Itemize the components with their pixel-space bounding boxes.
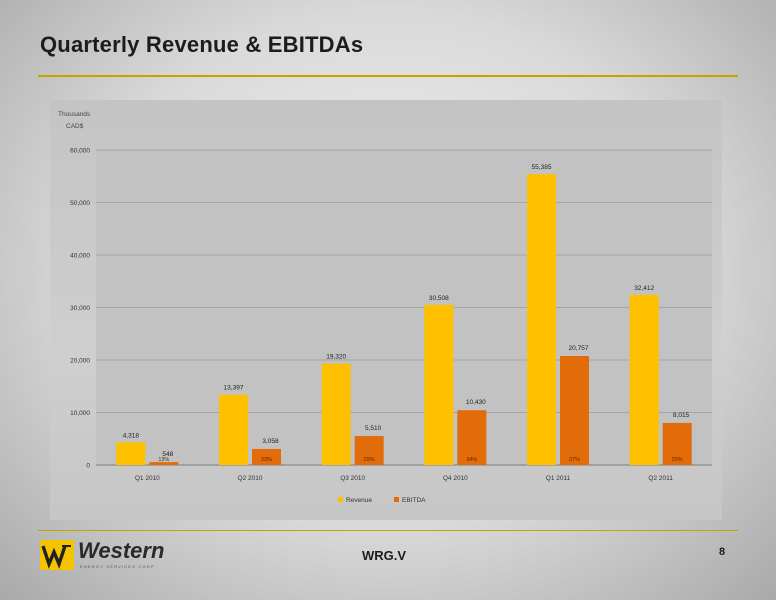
revenue-ebitda-chart: 0 10,000 20,000 30,000 40,000 50,000 60,000 4,3… [58, 111, 712, 504]
revenue-value-label: 19,320 [326, 354, 346, 361]
ebitda-bar [457, 410, 487, 465]
ebitda-value-label: 20,757 [569, 345, 589, 352]
logo-tagline: ENERGY SERVICES CORP [80, 564, 155, 569]
ebitda-value-label: 10,430 [466, 399, 486, 406]
y-tick-label: 30,000 [70, 305, 90, 312]
ebitda-margin-label: 34% [466, 457, 477, 463]
ebitda-value-label: 8,015 [673, 412, 690, 419]
ebitda-value-label: 5,510 [365, 425, 382, 432]
revenue-bar [527, 174, 556, 465]
y-tick-label: 60,000 [70, 148, 90, 155]
logo-wordmark: Western [78, 538, 165, 563]
ebitda-value-label: 3,058 [262, 438, 279, 445]
ebitda-margin-label: 13% [158, 457, 169, 463]
slide-title: Quarterly Revenue & EBITDAs [40, 32, 364, 57]
ebitda-bar [149, 462, 179, 465]
revenue-value-label: 4,318 [123, 432, 140, 439]
revenue-bar [116, 442, 146, 465]
y-axis-label-units: Thousands [58, 111, 91, 118]
legend-swatch [338, 497, 343, 502]
x-tick-label: Q1 2011 [546, 475, 571, 482]
revenue-bar [629, 294, 659, 465]
ebitda-value-label: 548 [162, 451, 173, 458]
y-tick-label: 20,000 [70, 358, 90, 365]
page-number: 8 [719, 546, 726, 558]
revenue-value-label: 13,397 [224, 385, 244, 392]
footer-divider [38, 530, 738, 531]
ebitda-margin-label: 29% [364, 457, 375, 463]
y-tick-label: 40,000 [70, 253, 90, 260]
legend-label: Revenue [346, 497, 372, 504]
company-logo: Western ENERGY SERVICES CORP [40, 538, 190, 572]
x-tick-label: Q1 2010 [135, 475, 160, 482]
revenue-value-label: 32,412 [634, 285, 654, 292]
x-tick-label: Q4 2010 [443, 475, 468, 482]
ebitda-bar [354, 436, 384, 465]
ebitda-bar [662, 422, 692, 465]
y-tick-label: 50,000 [70, 200, 90, 207]
y-tick-label: 0 [86, 463, 90, 470]
x-tick-label: Q2 2010 [238, 475, 263, 482]
revenue-bar [321, 363, 351, 465]
ebitda-margin-label: 25% [672, 457, 683, 463]
ebitda-bar [252, 448, 281, 465]
y-tick-label: 10,000 [70, 410, 90, 417]
revenue-value-label: 55,385 [532, 164, 552, 171]
title-divider [38, 75, 738, 77]
revenue-bar [219, 394, 248, 465]
legend-swatch [394, 497, 399, 502]
ebitda-margin-label: 37% [569, 457, 580, 463]
ebitda-margin-label: 23% [261, 457, 272, 463]
y-axis-label-currency: CAD$ [66, 123, 84, 130]
revenue-value-label: 30,508 [429, 295, 449, 302]
logo-mark-icon [40, 540, 74, 570]
revenue-bar [424, 304, 454, 465]
x-tick-label: Q3 2010 [340, 475, 365, 482]
ebitda-bar [560, 356, 589, 465]
x-tick-label: Q2 2011 [648, 475, 673, 482]
legend-label: EBITDA [402, 497, 426, 504]
stock-ticker: WRG.V [362, 548, 407, 563]
